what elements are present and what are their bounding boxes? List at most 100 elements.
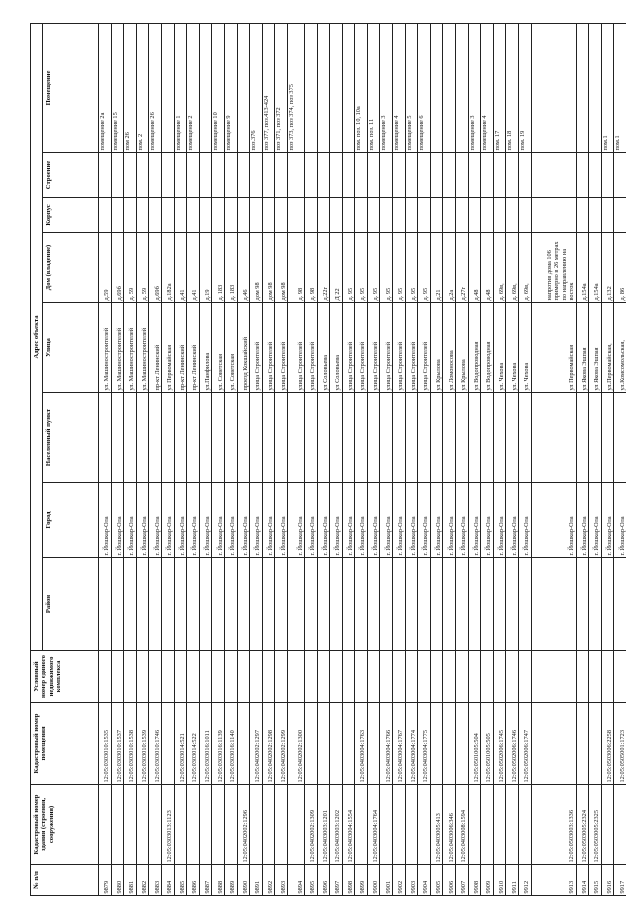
cell-room: помещение 15: [111, 23, 124, 153]
cell-room: пом. 17: [493, 23, 506, 153]
cell-street: улица Строителей: [354, 302, 368, 393]
cell-cad-room: 12:05:0505001:1723: [613, 702, 626, 785]
cell-cad-building: [186, 784, 200, 865]
cell-cad-building: 12:05:0403005:413: [430, 784, 443, 865]
table-row: 9911 12:05:0502006:1746 г. Йошкар-Ола ул. Ч…: [505, 23, 519, 896]
cell-settlement: [249, 392, 263, 483]
header-house: Дом (владение): [42, 232, 99, 303]
cell-room: помещение 4: [392, 23, 406, 153]
cell-street: ул Водопроводная: [480, 302, 494, 393]
cell-settlement: [304, 392, 317, 483]
table-row: 9909 12:05:0501005:505 г. Йошкар-Ола ул Вод…: [480, 23, 494, 896]
cell-settlement: [455, 392, 469, 483]
cell-cad-room: 12:05:0303010:1535: [98, 702, 112, 785]
cell-cad-room: 12:05:0303010:1746: [148, 702, 162, 785]
cell-house: Д 22: [329, 232, 343, 303]
cell-house: д. 59: [123, 232, 137, 303]
cell-num: 9907: [455, 864, 469, 896]
cell-room: пом. поз. 11: [367, 23, 380, 153]
cell-cad-building: [392, 784, 406, 865]
cell-cad-building: 12:05:0403004:1554: [342, 784, 355, 865]
cell-cond-num: [211, 650, 225, 703]
cell-korpus: [262, 197, 275, 233]
header-korpus: Корпус: [42, 197, 99, 233]
cell-city: г. Йошкар-Ола: [493, 482, 506, 558]
cell-building: [249, 152, 263, 198]
cell-num: 9904: [417, 864, 431, 896]
cell-street: ул Водопроводная: [468, 302, 481, 393]
cell-cad-room: 12:05:0403004:1763: [354, 702, 368, 785]
cell-settlement: [576, 392, 589, 483]
cell-building: [379, 152, 393, 198]
cell-house: д.59: [98, 232, 112, 303]
cell-district: [379, 557, 393, 651]
cell-cond-num: [123, 650, 137, 703]
cell-cad-room: 12:05:0403004:1766: [379, 702, 393, 785]
cell-cad-room: [317, 702, 330, 785]
cell-city: г. Йошкар-Ола: [161, 482, 175, 558]
cell-building: [588, 152, 602, 198]
cell-cad-building: [354, 784, 368, 865]
cell-street: ул.Панфилова: [199, 302, 212, 393]
cell-korpus: [224, 197, 238, 233]
cell-house: дом 98: [262, 232, 275, 303]
cell-room: [317, 23, 330, 153]
cell-city: г. Йошкар-Ола: [224, 482, 238, 558]
cell-num: 9898: [342, 864, 355, 896]
cell-cond-num: [262, 650, 275, 703]
cell-cond-num: [342, 650, 355, 703]
header-num: № п/п: [30, 864, 99, 896]
cell-settlement: [111, 392, 124, 483]
cell-street: проезд Кокшайский: [237, 302, 250, 393]
cell-num: 9883: [148, 864, 162, 896]
cell-num: 9913: [531, 864, 577, 896]
cell-street: ул Соловьева: [317, 302, 330, 393]
cell-korpus: [442, 197, 456, 233]
cell-cad-building: 12:05:0503005:2325: [588, 784, 602, 865]
cell-cad-room: 12:05:0303016:1140: [224, 702, 238, 785]
cell-house: д.22г: [317, 232, 330, 303]
cell-room: [588, 23, 602, 153]
cell-num: 9892: [262, 864, 275, 896]
cell-street: пр-кт Ленинский: [148, 302, 162, 393]
cell-house: д. 86: [613, 232, 626, 303]
cell-house: д.46: [237, 232, 250, 303]
table-row: 9890 12:05:0402002:1296 г. Йошкар-Ола проез…: [237, 23, 250, 896]
cell-num: 9888: [211, 864, 225, 896]
cell-cond-num: [576, 650, 589, 703]
cell-cad-building: [211, 784, 225, 865]
cell-korpus: [430, 197, 443, 233]
table-row: 9896 12:05:0403003:1201 г. Йошкар-Ола ул Со…: [317, 23, 330, 896]
cell-cad-room: 12:05:0501005:505: [480, 702, 494, 785]
cell-settlement: [613, 392, 626, 483]
cell-house: д. 95: [392, 232, 406, 303]
cell-house: д. 95: [405, 232, 418, 303]
cell-cad-building: 12:05:0303013:1123: [161, 784, 175, 865]
cell-district: [317, 557, 330, 651]
cell-street: ул Якова Эшпая: [588, 302, 602, 393]
cell-num: 9896: [317, 864, 330, 896]
table-row: 9892 12:05:0402002:1298 г. Йошкар-Ола улица…: [262, 23, 275, 896]
cell-cad-building: 12:05:0503005:2324: [576, 784, 589, 865]
cell-city: г. Йошкар-Ола: [274, 482, 288, 558]
cell-house: д.48: [480, 232, 494, 303]
cell-korpus: [148, 197, 162, 233]
cell-korpus: [287, 197, 305, 233]
cell-room: [442, 23, 456, 153]
cell-building: [123, 152, 137, 198]
cell-building: [430, 152, 443, 198]
cell-num: 9894: [287, 864, 305, 896]
cell-korpus: [98, 197, 112, 233]
cell-cad-room: [237, 702, 250, 785]
cell-district: [287, 557, 305, 651]
cell-settlement: [468, 392, 481, 483]
table-row: 9901 12:05:0403004:1766 г. Йошкар-Ола улица…: [379, 23, 393, 896]
cell-city: г. Йошкар-Ола: [148, 482, 162, 558]
header-cad-building: Кадастровый номер здания (строения, соор…: [30, 784, 99, 865]
cell-korpus: [518, 197, 532, 233]
cell-cad-building: [613, 784, 626, 865]
cell-settlement: [518, 392, 532, 483]
cell-num: 9880: [111, 864, 124, 896]
cell-street: улица Строителей: [249, 302, 263, 393]
table-row: 9880 12:05:0303010:1537 г. Йошкар-Ола ул. М…: [111, 23, 124, 896]
